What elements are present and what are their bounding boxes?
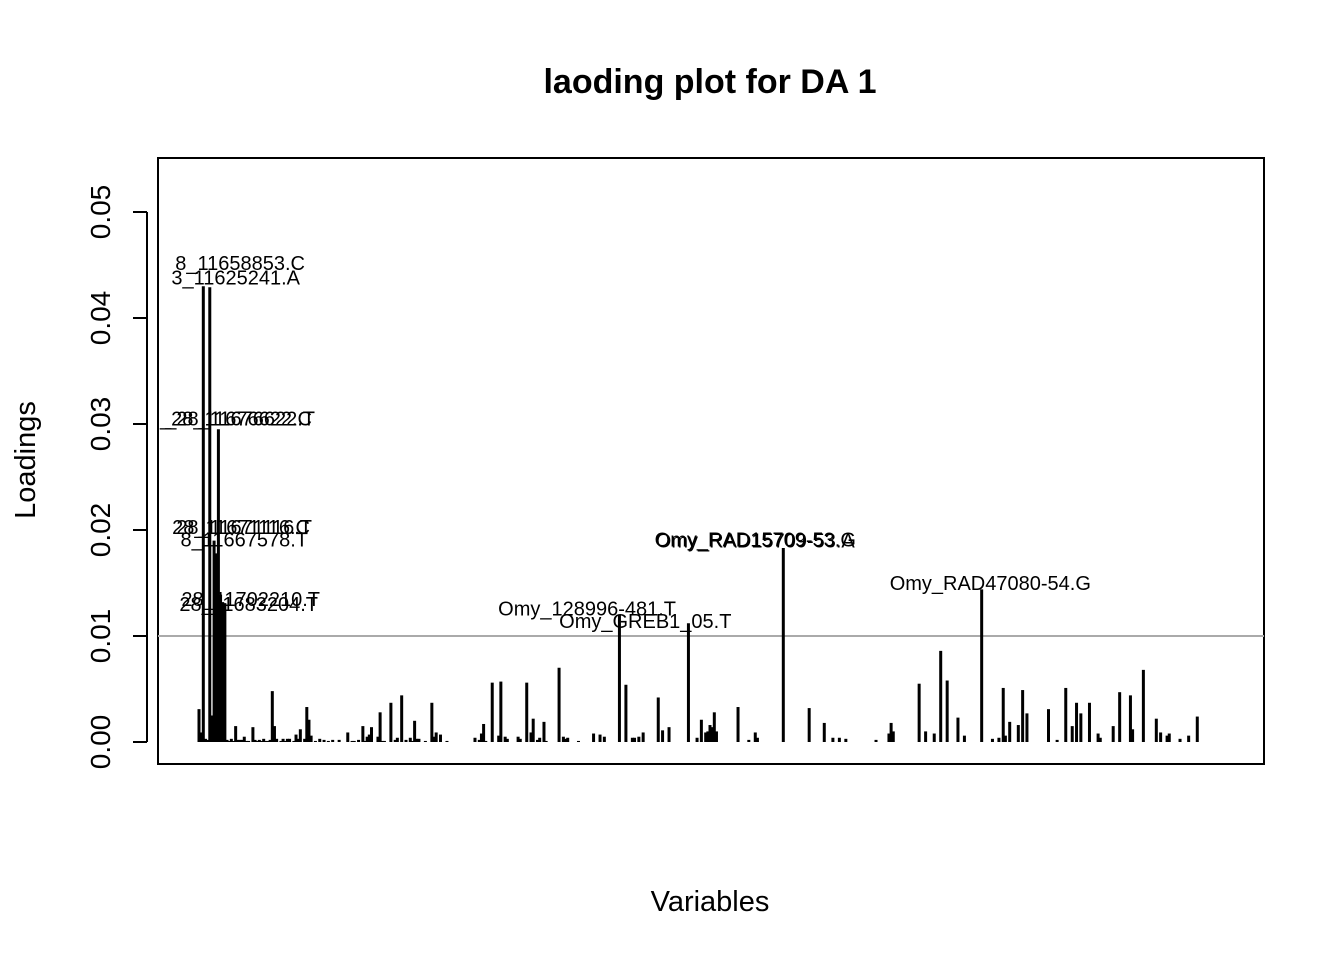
variable-label: 28_11683204.T xyxy=(179,594,318,616)
variable-label: 28_11671116.C xyxy=(172,517,310,539)
variable-label: 8_11658853.C xyxy=(175,253,305,275)
variable-label: _28_11676622.C xyxy=(159,409,312,431)
variable-label: _28_11676622.T xyxy=(164,409,315,431)
variable-label: 28_11671116.T xyxy=(176,517,312,539)
variable-label: Omy_RAD47080-54.G xyxy=(890,573,1091,595)
y-tick-label: 0.01 xyxy=(85,609,116,664)
y-tick-label: 0.02 xyxy=(85,503,116,558)
loading-bars xyxy=(197,286,1199,742)
y-axis-label: Loadings xyxy=(10,401,42,519)
variable-label: Omy_RAD15709-53.A xyxy=(656,531,856,553)
x-axis-label: Variables xyxy=(651,886,770,918)
y-tick-label: 0.04 xyxy=(85,291,116,346)
y-tick-label: 0.05 xyxy=(85,185,116,240)
y-axis-ticks: 0.00 0.01 0.02 0.03 0.04 0.05 xyxy=(85,185,147,770)
variable-label: 28_11702210.T xyxy=(181,589,320,611)
variable-labels: 8_11658853.C3_11625241.A _28_11676622.T_2… xyxy=(159,253,1091,633)
variable-label: Omy_128996-481.T xyxy=(498,598,676,620)
variable-label: 8_11667578.T xyxy=(180,530,308,552)
y-tick-label: 0.00 xyxy=(85,715,116,770)
variable-label: Omy_RAD15709-53.G xyxy=(655,530,856,552)
variable-label: 3_11625241.A xyxy=(171,268,300,290)
plot-frame xyxy=(157,157,1265,765)
y-tick-label: 0.03 xyxy=(85,397,116,452)
chart-title: laoding plot for DA 1 xyxy=(543,63,876,101)
variable-label: Omy_GREB1_05.T xyxy=(559,611,731,633)
